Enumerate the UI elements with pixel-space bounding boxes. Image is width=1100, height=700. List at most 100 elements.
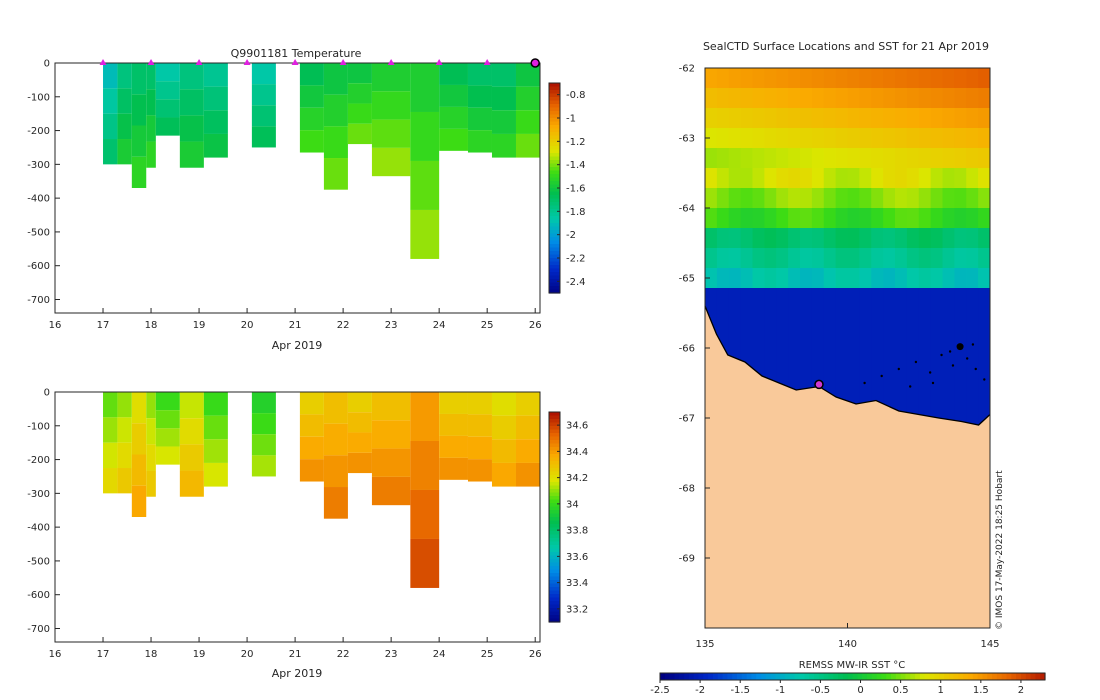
profile-cell — [371, 119, 411, 148]
sst-cell — [883, 68, 896, 89]
sst-cell — [835, 168, 848, 189]
profile-cell — [515, 133, 540, 158]
profile-marker — [435, 59, 443, 65]
sst-cell — [823, 108, 837, 129]
sst-cell — [871, 148, 884, 169]
x-tick-label: 25 — [481, 649, 494, 660]
profile-cell — [117, 392, 132, 418]
colorbar-tick-label: -0.5 — [811, 685, 831, 696]
sst-cell — [871, 268, 884, 289]
colorbar-swatch — [905, 673, 911, 680]
sst-cell — [716, 68, 730, 89]
sst-cell — [978, 168, 991, 189]
sst-cell — [823, 228, 837, 249]
profile-cell — [515, 392, 540, 416]
colorbar-swatch — [549, 601, 560, 606]
colorbar-swatch — [549, 209, 560, 214]
sst-cell — [906, 308, 920, 329]
colorbar-tick-label: -1.6 — [566, 184, 586, 195]
sst-cell — [966, 308, 979, 329]
sst-cell — [835, 88, 848, 109]
sst-cell — [883, 88, 896, 109]
colorbar-swatch — [549, 181, 560, 186]
sst-cell — [728, 168, 742, 189]
colorbar-tick-label: 34.2 — [566, 473, 588, 484]
sst-cell — [800, 368, 813, 389]
colorbar-swatch — [549, 170, 560, 175]
profile-cell — [103, 88, 118, 114]
profile-cell — [251, 84, 276, 106]
sst-cell — [716, 228, 730, 249]
sst-cell — [954, 308, 967, 329]
colorbar-swatch — [549, 569, 560, 574]
sst-cell — [728, 328, 742, 349]
colorbar-swatch — [549, 198, 560, 203]
sst-cell — [954, 188, 967, 209]
colorbar-swatch — [549, 93, 560, 98]
colorbar-swatch — [549, 219, 560, 224]
sst-cell — [918, 388, 932, 409]
colorbar-swatch — [549, 506, 560, 511]
colorbar-swatch — [549, 618, 560, 623]
sst-cell — [776, 288, 789, 309]
colorbar-swatch — [549, 503, 560, 508]
colorbar-swatch — [963, 673, 969, 680]
sst-cell — [895, 68, 908, 89]
sst-cell — [942, 188, 955, 209]
sst-cell — [811, 168, 825, 189]
colorbar-tick-label: -1.2 — [566, 137, 586, 148]
sst-cell — [859, 68, 872, 89]
colorbar-swatch — [549, 142, 560, 147]
colorbar-swatch — [549, 223, 560, 228]
sst-cell — [954, 268, 967, 289]
profile-cell — [131, 485, 147, 517]
sst-cell — [835, 268, 848, 289]
colorbar-swatch — [876, 673, 882, 680]
sst-cell — [918, 68, 932, 89]
colorbar-tick-label: 2 — [1018, 685, 1024, 696]
colorbar-swatch — [549, 597, 560, 602]
colorbar-swatch — [996, 673, 1003, 680]
sst-cell — [740, 228, 753, 249]
salinity-axes-box — [54, 391, 541, 643]
colorbar-swatch — [549, 230, 560, 235]
colorbar-swatch — [751, 673, 757, 680]
sst-cell — [847, 248, 860, 269]
profile-cell — [439, 457, 468, 480]
sst-cell — [788, 328, 801, 349]
sst-cell — [800, 288, 813, 309]
sst-cell — [752, 188, 765, 209]
colorbar-swatch — [549, 132, 560, 137]
sst-cell — [847, 368, 860, 389]
sst-cell — [895, 228, 908, 249]
colorbar-swatch — [549, 216, 560, 221]
seal-location — [914, 360, 918, 364]
colorbar-swatch — [968, 673, 974, 680]
sst-cell — [705, 268, 718, 289]
sst-cell — [728, 88, 742, 109]
profile-cell — [491, 415, 516, 440]
colorbar-swatch — [741, 673, 748, 680]
colorbar-swatch — [549, 538, 560, 543]
colorbar-swatch — [756, 673, 762, 680]
profile-cell — [146, 63, 156, 90]
colorbar-swatch — [934, 673, 940, 680]
colorbar-tick-label: 1 — [938, 685, 944, 696]
sst-cell — [823, 68, 837, 89]
colorbar-swatch — [982, 673, 988, 680]
sst-cell — [752, 168, 765, 189]
colorbar-swatch — [838, 673, 844, 680]
sst-cell — [847, 168, 860, 189]
sst-cell — [847, 188, 860, 209]
colorbar-swatch — [549, 559, 560, 564]
sst-cell — [906, 248, 920, 269]
sst-cell — [966, 188, 979, 209]
sst-cell — [942, 168, 955, 189]
colorbar-swatch — [977, 673, 984, 680]
profile-cell — [467, 436, 492, 460]
sst-cell — [811, 88, 825, 109]
sst-cell — [752, 208, 765, 229]
x-tick-label: 17 — [97, 320, 110, 331]
sst-cell — [883, 188, 896, 209]
sst-cell — [728, 148, 742, 169]
